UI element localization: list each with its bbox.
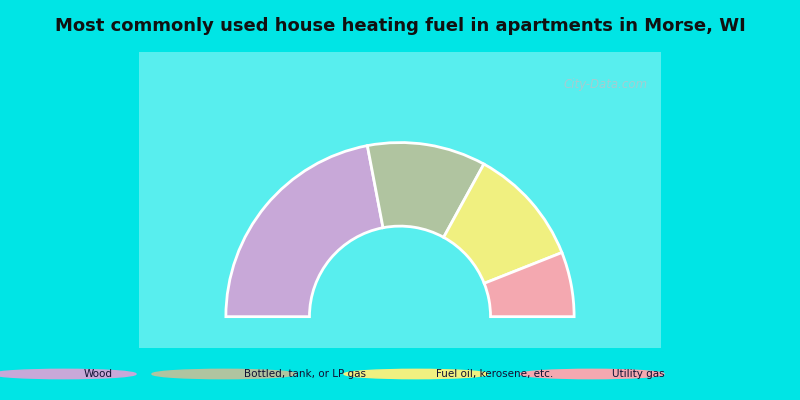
Text: Wood: Wood <box>84 369 113 379</box>
Circle shape <box>344 369 488 379</box>
Wedge shape <box>444 164 562 283</box>
Text: Bottled, tank, or LP gas: Bottled, tank, or LP gas <box>244 369 366 379</box>
Wedge shape <box>226 146 383 317</box>
Circle shape <box>520 369 664 379</box>
Wedge shape <box>367 142 484 237</box>
Text: City-Data.com: City-Data.com <box>563 78 647 91</box>
Circle shape <box>152 369 296 379</box>
Wedge shape <box>484 252 574 317</box>
Text: Fuel oil, kerosene, etc.: Fuel oil, kerosene, etc. <box>436 369 554 379</box>
Circle shape <box>0 369 136 379</box>
Text: Utility gas: Utility gas <box>612 369 665 379</box>
Text: Most commonly used house heating fuel in apartments in Morse, WI: Most commonly used house heating fuel in… <box>54 17 746 35</box>
